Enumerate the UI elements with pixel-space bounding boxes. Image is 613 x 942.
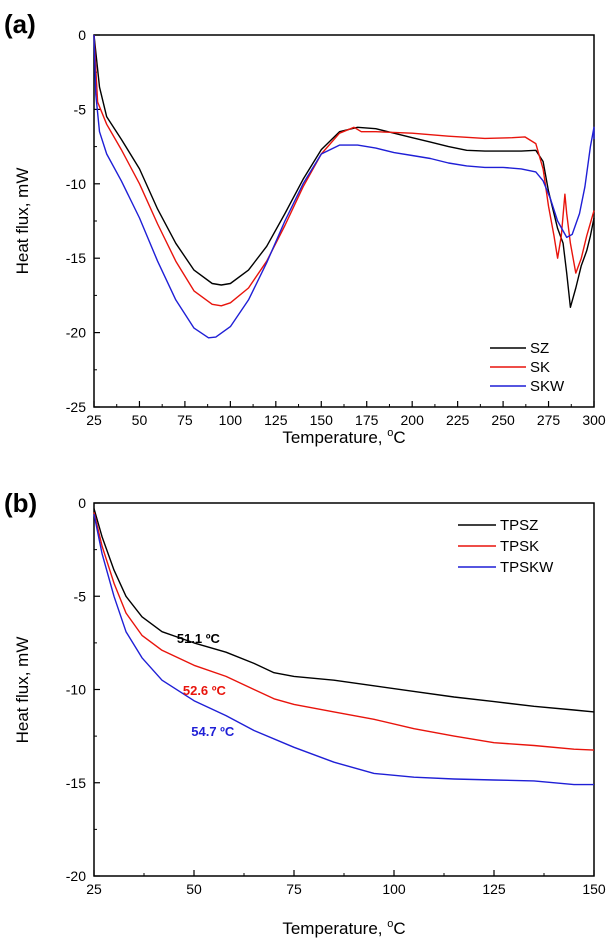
panel-a-x-ticks: 25 50 75 100 125 150 175 200 225 250 275 300 [86, 401, 606, 428]
x-tick-label: 25 [86, 881, 102, 897]
panel-a-y-axis-label: Heat flux, mW [13, 168, 32, 275]
x-tick-label: 300 [582, 412, 606, 428]
x-tick-label: 150 [582, 881, 606, 897]
transition-annotation: 54.7 ºC [191, 724, 235, 739]
panel-a-series [93, 34, 595, 339]
y-tick-label: 0 [78, 495, 86, 511]
panel-a-legend: SZ SK SKW [490, 340, 565, 395]
y-tick-label: -25 [66, 399, 86, 415]
series-line-sk [93, 34, 595, 307]
panel-a-y-ticks: 0 -5 -10 -15 -20 -25 [66, 27, 100, 415]
series-line-tpsz [93, 508, 595, 713]
x-tick-label: 50 [186, 881, 202, 897]
x-tick-label: 250 [491, 412, 515, 428]
transition-annotation: 52.6 ºC [183, 683, 227, 698]
y-tick-label: -10 [66, 176, 86, 192]
y-tick-label: -10 [66, 682, 86, 698]
panel-a-plot-frame [93, 34, 595, 408]
x-tick-label: 225 [446, 412, 470, 428]
x-tick-label: 275 [537, 412, 561, 428]
y-tick-label: -15 [66, 250, 86, 266]
legend-label-sz: SZ [530, 340, 549, 357]
y-tick-label: -5 [74, 101, 87, 117]
x-tick-label: 150 [310, 412, 334, 428]
series-line-tpsk [93, 512, 595, 751]
panel-b-annotations: 51.1 ºC 52.6 ºC 54.7 ºC [177, 631, 235, 739]
legend-label-sk: SK [530, 359, 550, 376]
panel-b-y-ticks: 0 -5 -10 -15 -20 [66, 495, 100, 884]
panel-b-x-axis-label: Temperature, oC [282, 918, 405, 938]
panel-a-x-axis-label: Temperature, oC [282, 427, 405, 447]
panel-b-series [93, 508, 595, 786]
y-tick-label: 0 [78, 27, 86, 43]
x-tick-label: 50 [132, 412, 148, 428]
x-tick-label: 25 [86, 412, 102, 428]
panel-b-label: (b) [4, 488, 37, 518]
series-line-tpskw [93, 514, 594, 786]
series-line-skw [93, 34, 595, 339]
panel-b-x-ticks: 25 50 75 100 125 150 [86, 870, 606, 897]
panel-b: (b) 25 50 75 100 125 150 0 -5 -10 -15 -20 51.1 ºC… [4, 488, 606, 938]
legend-label-skw: SKW [530, 378, 565, 395]
x-tick-label: 175 [355, 412, 379, 428]
legend-label-tpskw: TPSKW [500, 559, 554, 576]
series-line-sz [93, 34, 595, 308]
y-tick-label: -20 [66, 325, 86, 341]
y-tick-label: -15 [66, 775, 86, 791]
legend-label-tpsk: TPSK [500, 538, 539, 555]
panel-b-y-axis-label: Heat flux, mW [13, 637, 32, 744]
x-tick-label: 75 [286, 881, 302, 897]
panel-b-legend: TPSZ TPSK TPSKW [458, 517, 554, 576]
y-tick-label: -20 [66, 868, 86, 884]
x-tick-label: 75 [177, 412, 193, 428]
legend-label-tpsz: TPSZ [500, 517, 538, 534]
x-tick-label: 100 [382, 881, 406, 897]
x-tick-label: 100 [219, 412, 243, 428]
panel-a-label: (a) [4, 9, 36, 39]
panel-a: (a) 25 50 75 100 125 150 175 200 225 250 275 300 0 -… [4, 9, 606, 447]
y-tick-label: -5 [74, 588, 87, 604]
x-tick-label: 125 [482, 881, 506, 897]
x-tick-label: 125 [264, 412, 288, 428]
transition-annotation: 51.1 ºC [177, 631, 221, 646]
x-tick-label: 200 [401, 412, 425, 428]
